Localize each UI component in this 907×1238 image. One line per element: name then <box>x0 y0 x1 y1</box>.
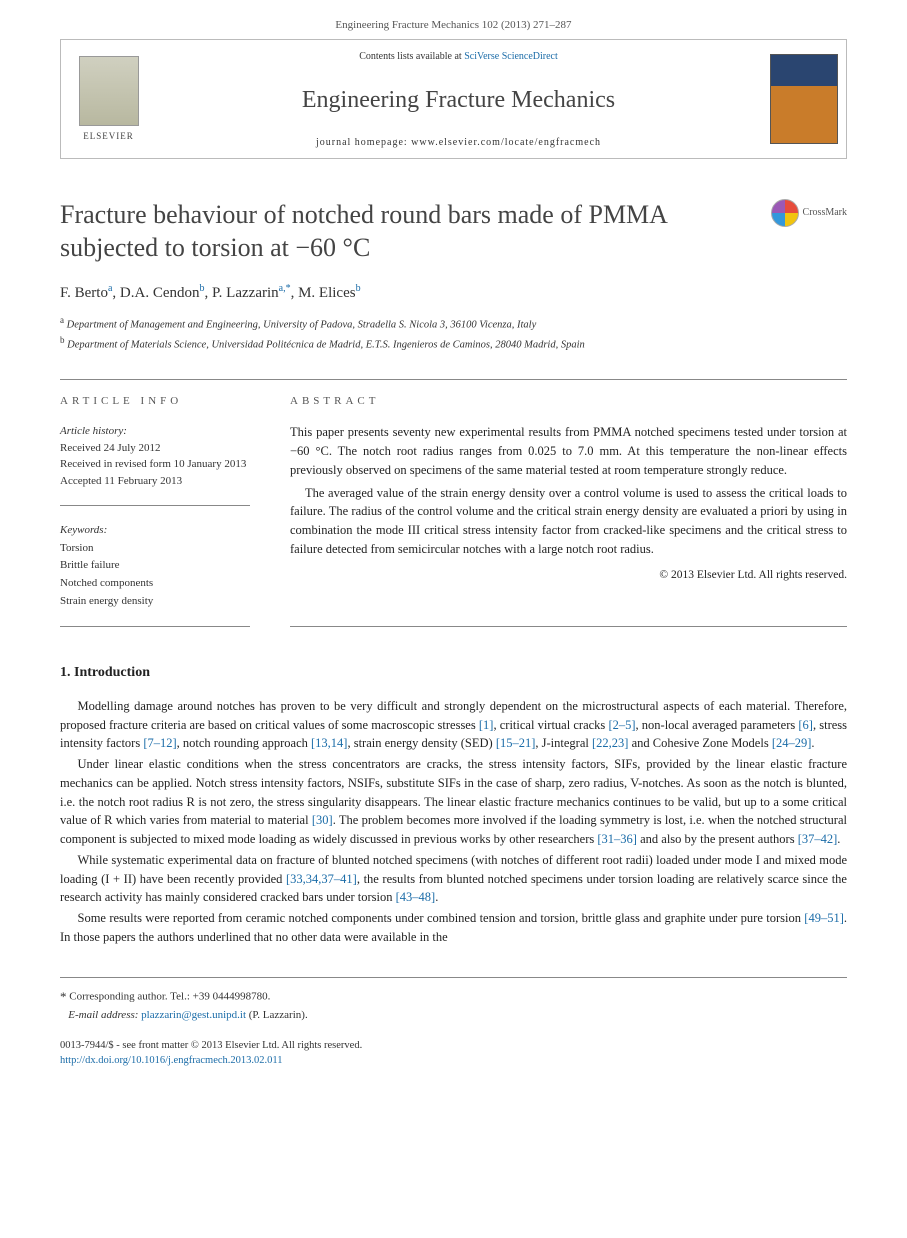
intro-p4: Some results were reported from ceramic … <box>60 909 847 947</box>
corr-email-link[interactable]: plazzarin@gest.unipd.it <box>141 1009 246 1021</box>
ref-43-48[interactable]: [43–48] <box>396 890 436 904</box>
intro-p2: Under linear elastic conditions when the… <box>60 755 847 849</box>
author-1: F. Berto <box>60 285 108 301</box>
history-received: Received 24 July 2012 <box>60 440 250 457</box>
affiliation-a-text: Department of Management and Engineering… <box>67 320 537 331</box>
affiliation-a: a Department of Management and Engineeri… <box>60 314 847 333</box>
crossmark-icon <box>771 199 799 227</box>
crossmark-badge[interactable]: CrossMark <box>771 199 847 227</box>
ref-1[interactable]: [1] <box>479 718 494 732</box>
contents-pre: Contents lists available at <box>359 51 464 62</box>
ref-15-21[interactable]: [15–21] <box>496 736 536 750</box>
publisher-name: ELSEVIER <box>83 130 134 143</box>
article-info-heading: ARTICLE INFO <box>60 394 250 409</box>
author-3-aff: a, <box>279 283 286 294</box>
abstract-heading: ABSTRACT <box>290 394 847 409</box>
publisher-logo: ELSEVIER <box>61 40 156 158</box>
t: and Cohesive Zone Models <box>628 736 771 750</box>
author-3: P. Lazzarin <box>212 285 279 301</box>
corresponding-author: * Corresponding author. Tel.: +39 044499… <box>60 988 847 1006</box>
keyword-3: Notched components <box>60 575 250 593</box>
article-info-col: ARTICLE INFO Article history: Received 2… <box>60 380 250 627</box>
history-revised: Received in revised form 10 January 2013 <box>60 456 250 473</box>
journal-title: Engineering Fracture Mechanics <box>302 84 615 118</box>
keyword-2: Brittle failure <box>60 557 250 575</box>
ref-13-14[interactable]: [13,14] <box>311 736 347 750</box>
t: . <box>435 890 438 904</box>
ref-30[interactable]: [30] <box>312 813 333 827</box>
author-3-corr: * <box>286 283 291 294</box>
elsevier-tree-icon <box>79 56 139 126</box>
author-1-aff: a <box>108 283 112 294</box>
t: , notch rounding approach <box>177 736 311 750</box>
paper-title: Fracture behaviour of notched round bars… <box>60 199 771 264</box>
author-4-aff: b <box>356 283 361 294</box>
ref-33-41[interactable]: [33,34,37–41] <box>286 872 357 886</box>
keyword-1: Torsion <box>60 540 250 558</box>
doi-link[interactable]: http://dx.doi.org/10.1016/j.engfracmech.… <box>60 1055 283 1066</box>
author-2: D.A. Cendon <box>120 285 200 301</box>
t: , critical virtual cracks <box>493 718 608 732</box>
keywords-label: Keywords: <box>60 522 250 540</box>
abstract-p1: This paper presents seventy new experime… <box>290 423 847 479</box>
ref-24-29[interactable]: [24–29] <box>772 736 812 750</box>
abstract-col: ABSTRACT This paper presents seventy new… <box>290 380 847 627</box>
author-list: F. Bertoa, D.A. Cendonb, P. Lazzarina,*,… <box>60 282 847 304</box>
cover-cell <box>761 40 846 158</box>
t: , strain energy density (SED) <box>347 736 495 750</box>
history-block: Article history: Received 24 July 2012 R… <box>60 423 250 506</box>
contents-available: Contents lists available at SciVerse Sci… <box>359 50 558 64</box>
abstract-text: This paper presents seventy new experime… <box>290 423 847 558</box>
abstract-p2: The averaged value of the strain energy … <box>290 484 847 559</box>
affiliation-b-text: Department of Materials Science, Univers… <box>67 339 585 350</box>
front-matter: 0013-7944/$ - see front matter © 2013 El… <box>60 1039 847 1068</box>
email-label: E-mail address: <box>68 1009 141 1021</box>
keywords-block: Keywords: Torsion Brittle failure Notche… <box>60 522 250 627</box>
email-name: (P. Lazzarin). <box>246 1009 308 1021</box>
homepage-line: journal homepage: www.elsevier.com/locat… <box>316 136 601 150</box>
crossmark-label: CrossMark <box>803 206 847 220</box>
homepage-url: www.elsevier.com/locate/engfracmech <box>411 137 601 148</box>
ref-49-51[interactable]: [49–51] <box>804 911 844 925</box>
affiliations: a Department of Management and Engineeri… <box>60 314 847 353</box>
ref-37-42[interactable]: [37–42] <box>798 832 838 846</box>
t: and also by the present authors <box>637 832 798 846</box>
history-label: Article history: <box>60 423 250 440</box>
copyright-line: © 2013 Elsevier Ltd. All rights reserved… <box>290 567 847 583</box>
ref-6[interactable]: [6] <box>798 718 813 732</box>
info-abstract-row: ARTICLE INFO Article history: Received 2… <box>60 379 847 627</box>
t: . <box>811 736 814 750</box>
ref-31-36[interactable]: [31–36] <box>597 832 637 846</box>
ref-2-5[interactable]: [2–5] <box>608 718 635 732</box>
t: Some results were reported from ceramic … <box>78 911 805 925</box>
t: , J-integral <box>535 736 592 750</box>
header-center: Contents lists available at SciVerse Sci… <box>156 40 761 158</box>
homepage-pre: journal homepage: <box>316 137 411 148</box>
page-footer: * Corresponding author. Tel.: +39 044499… <box>60 977 847 1069</box>
journal-cover-icon <box>770 54 838 144</box>
body-text: Modelling damage around notches has prov… <box>60 697 847 947</box>
t: , non-local averaged parameters <box>636 718 799 732</box>
intro-p1: Modelling damage around notches has prov… <box>60 697 847 753</box>
email-line: E-mail address: plazzarin@gest.unipd.it … <box>60 1008 847 1023</box>
corr-text: Corresponding author. Tel.: +39 04449987… <box>69 990 270 1002</box>
affiliation-b: b Department of Materials Science, Unive… <box>60 334 847 353</box>
section-1-heading: 1. Introduction <box>60 663 847 683</box>
sciencedirect-link[interactable]: SciVerse ScienceDirect <box>464 51 558 62</box>
t: . <box>837 832 840 846</box>
history-accepted: Accepted 11 February 2013 <box>60 473 250 490</box>
intro-p3: While systematic experimental data on fr… <box>60 851 847 907</box>
author-4: M. Elices <box>298 285 356 301</box>
issn-line: 0013-7944/$ - see front matter © 2013 El… <box>60 1039 847 1054</box>
citation-line: Engineering Fracture Mechanics 102 (2013… <box>0 0 907 39</box>
keyword-4: Strain energy density <box>60 593 250 611</box>
journal-header: ELSEVIER Contents lists available at Sci… <box>60 39 847 159</box>
ref-7-12[interactable]: [7–12] <box>143 736 176 750</box>
ref-22-23[interactable]: [22,23] <box>592 736 628 750</box>
author-2-aff: b <box>200 283 205 294</box>
